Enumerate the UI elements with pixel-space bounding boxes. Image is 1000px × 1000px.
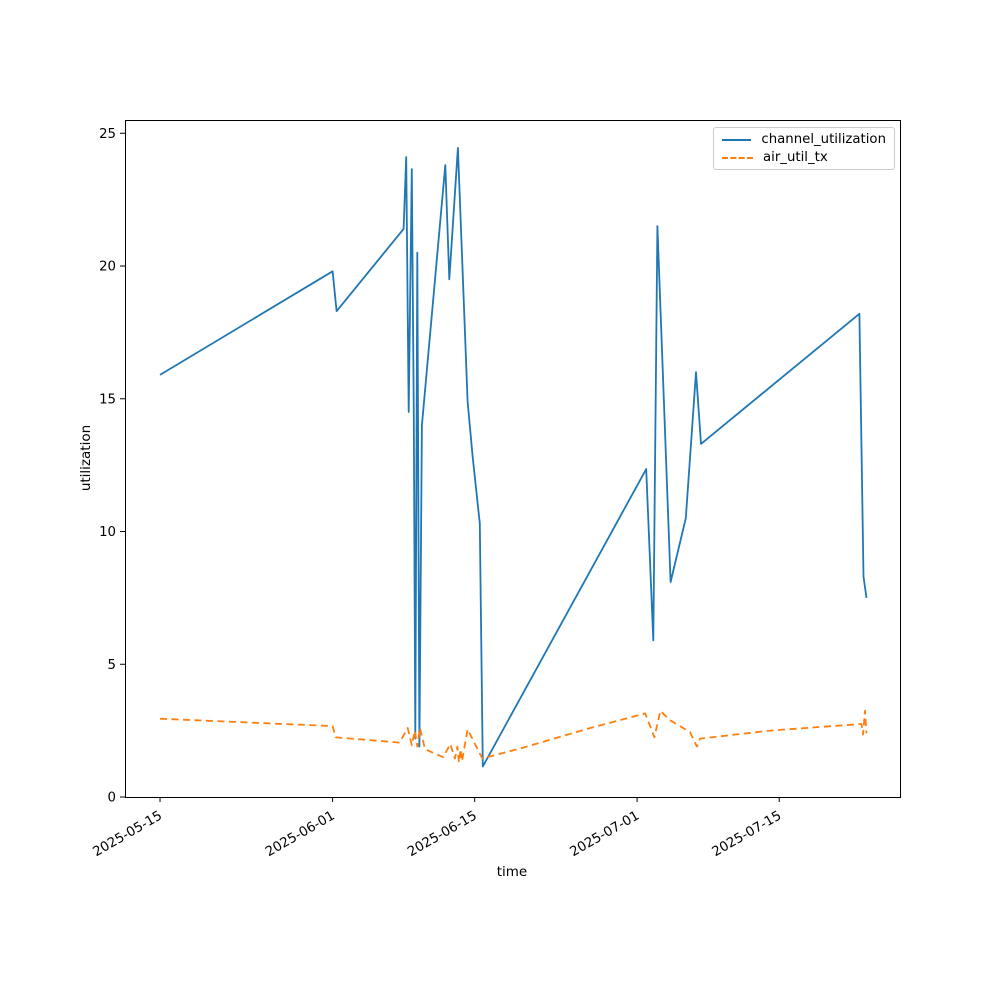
x-tick-label: 2025-06-01: [263, 808, 337, 860]
legend-solid-line-sample: [722, 138, 752, 141]
x-tick-label: 2025-07-15: [710, 808, 784, 860]
axes-box: [125, 120, 901, 798]
x-tick-label: 2025-05-15: [91, 808, 165, 860]
x-tick-label: 2025-06-15: [405, 808, 479, 860]
series-air_util_tx: [159, 709, 868, 764]
legend-label-channel-utilization: channel_utilization: [761, 131, 886, 147]
legend-item-air-util-tx: air_util_tx: [722, 149, 886, 166]
y-tick-label: 25: [99, 127, 116, 142]
legend: channel_utilization air_util_tx: [713, 127, 895, 170]
legend-dashed-line-sample: [722, 156, 753, 159]
y-tick-label: 0: [108, 791, 116, 806]
series-channel_utilization: [159, 146, 868, 768]
y-axis-label: utilization: [78, 424, 94, 492]
y-tick-label: 15: [99, 392, 116, 407]
x-axis-label: time: [496, 864, 528, 880]
x-tick-label: 2025-07-01: [568, 808, 642, 860]
y-tick-label: 20: [99, 260, 116, 275]
legend-item-channel-utilization: channel_utilization: [722, 131, 886, 148]
legend-label-air-util-tx: air_util_tx: [763, 149, 828, 165]
y-tick-label: 10: [99, 525, 116, 540]
y-tick-label: 5: [108, 658, 116, 673]
